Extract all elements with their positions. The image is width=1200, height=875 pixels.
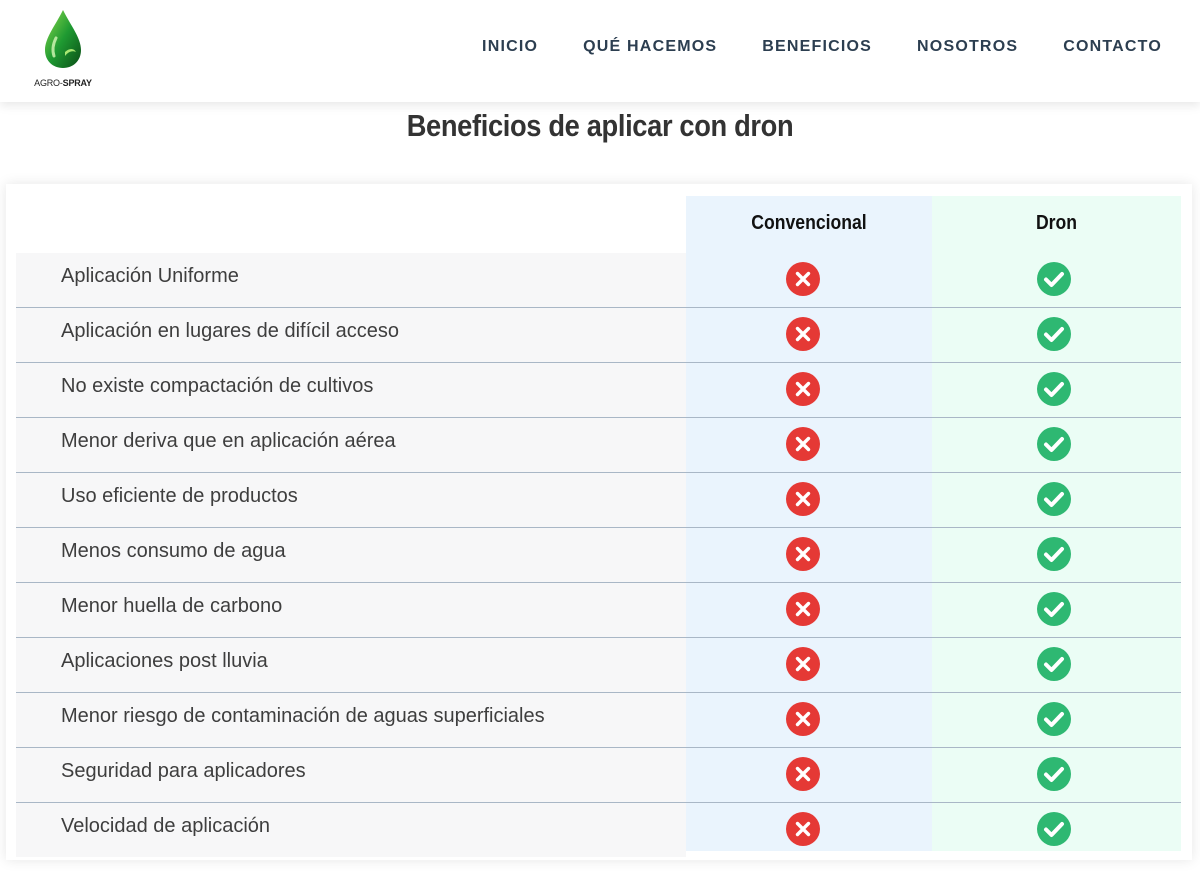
row-label-cell	[16, 363, 686, 417]
table-row: Aplicación en lugares de difícil acceso	[16, 308, 1181, 363]
row-label: No existe compactación de cultivos	[61, 375, 374, 397]
table-row: Uso eficiente de productos	[16, 473, 1181, 528]
x-circle-icon	[785, 481, 821, 517]
row-label: Menor huella de carbono	[61, 595, 283, 617]
x-circle-icon	[785, 536, 821, 572]
x-circle-icon	[785, 591, 821, 627]
check-circle-icon	[1036, 426, 1072, 462]
droplet-logo-icon	[45, 10, 81, 68]
row-label-cell	[16, 528, 686, 582]
nav-nosotros[interactable]: NOSOTROS	[917, 38, 1019, 55]
row-label-cell	[16, 253, 686, 307]
row-label: Uso eficiente de productos	[61, 485, 298, 507]
check-circle-icon	[1036, 811, 1072, 847]
nav-contacto[interactable]: CONTACTO	[1063, 38, 1162, 55]
table-row: Aplicaciones post lluvia	[16, 638, 1181, 693]
check-circle-icon	[1036, 316, 1072, 352]
section-title: Beneficios de aplicar con dron	[406, 108, 794, 143]
table-row: Menos consumo de agua	[16, 528, 1181, 583]
nav-que-hacemos[interactable]: QUÉ HACEMOS	[583, 38, 718, 55]
x-circle-icon	[785, 371, 821, 407]
row-label: Aplicación en lugares de difícil acceso	[61, 320, 399, 342]
table-row: Menor deriva que en aplicación aérea	[16, 418, 1181, 473]
row-label: Seguridad para aplicadores	[61, 760, 306, 782]
row-label-cell	[16, 308, 686, 362]
nav-beneficios[interactable]: BENEFICIOS	[762, 38, 873, 55]
check-circle-icon	[1036, 371, 1072, 407]
row-label: Velocidad de aplicación	[61, 815, 271, 837]
check-circle-icon	[1036, 646, 1072, 682]
site-logo[interactable]: AGRO-SPRAY	[30, 8, 96, 88]
main-nav: INICIO QUÉ HACEMOS BENEFICIOS NOSOTROS C…	[437, 36, 1162, 58]
nav-inicio[interactable]: INICIO	[482, 38, 539, 55]
row-label-cell	[16, 473, 686, 527]
row-label-cell	[16, 638, 686, 692]
column-convencional-bg	[686, 196, 932, 851]
table-row: Menor riesgo de contaminación de aguas s…	[16, 693, 1181, 748]
column-dron-bg	[932, 196, 1181, 851]
row-label-cell	[16, 693, 686, 747]
x-circle-icon	[785, 756, 821, 792]
comparison-table: Aplicación Uniforme Aplicación en lugares…	[16, 253, 1181, 857]
table-row: Aplicación Uniforme	[16, 253, 1181, 308]
x-circle-icon	[785, 316, 821, 352]
check-circle-icon	[1036, 701, 1072, 737]
table-row: Menor huella de carbono	[16, 583, 1181, 638]
row-label: Aplicaciones post lluvia	[61, 650, 268, 672]
check-circle-icon	[1036, 756, 1072, 792]
check-circle-icon	[1036, 536, 1072, 572]
table-row: Velocidad de aplicación	[16, 803, 1181, 857]
x-circle-icon	[785, 646, 821, 682]
row-label-cell	[16, 583, 686, 637]
row-label-cell	[16, 418, 686, 472]
x-circle-icon	[785, 261, 821, 297]
logo-text: AGRO-SPRAY	[34, 78, 92, 88]
row-label: Menor riesgo de contaminación de aguas s…	[61, 705, 545, 727]
column-header-convencional: Convencional	[751, 212, 867, 234]
check-circle-icon	[1036, 261, 1072, 297]
row-label-cell	[16, 803, 686, 857]
row-label-cell	[16, 748, 686, 802]
check-circle-icon	[1036, 481, 1072, 517]
x-circle-icon	[785, 811, 821, 847]
row-label: Menos consumo de agua	[61, 540, 286, 562]
table-row: No existe compactación de cultivos	[16, 363, 1181, 418]
x-circle-icon	[785, 701, 821, 737]
table-row: Seguridad para aplicadores	[16, 748, 1181, 803]
x-circle-icon	[785, 426, 821, 462]
check-circle-icon	[1036, 591, 1072, 627]
row-label: Menor deriva que en aplicación aérea	[61, 430, 396, 452]
column-header-dron: Dron	[1035, 212, 1078, 234]
row-label: Aplicación Uniforme	[61, 265, 239, 287]
site-header: AGRO-SPRAY INICIO QUÉ HACEMOS BENEFICIOS…	[0, 0, 1200, 102]
